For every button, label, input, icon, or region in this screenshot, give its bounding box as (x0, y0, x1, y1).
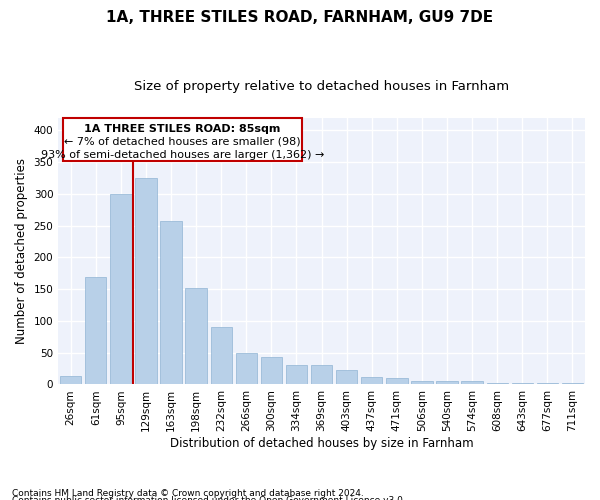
Bar (361, 378, 382, 384)
Bar (336, 370, 358, 384)
Bar (386, 378, 407, 384)
Bar (461, 382, 483, 384)
Bar (236, 352, 257, 384)
Bar (286, 366, 307, 384)
Bar (85, 276, 106, 384)
Bar (185, 288, 207, 384)
Bar (160, 220, 182, 384)
Text: 93% of semi-detached houses are larger (1,362) →: 93% of semi-detached houses are larger (… (41, 150, 324, 160)
Bar (211, 326, 232, 384)
Text: 1A, THREE STILES ROAD, FARNHAM, GU9 7DE: 1A, THREE STILES ROAD, FARNHAM, GU9 7DE (106, 10, 494, 25)
Bar (537, 383, 558, 384)
Y-axis label: Number of detached properties: Number of detached properties (15, 158, 28, 344)
Bar (512, 383, 533, 384)
Title: Size of property relative to detached houses in Farnham: Size of property relative to detached ho… (134, 80, 509, 93)
Bar (487, 383, 508, 384)
FancyBboxPatch shape (63, 118, 302, 161)
X-axis label: Distribution of detached houses by size in Farnham: Distribution of detached houses by size … (170, 437, 473, 450)
Bar (261, 357, 282, 384)
Bar (60, 376, 82, 384)
Bar (136, 178, 157, 384)
Bar (411, 382, 433, 384)
Bar (436, 382, 458, 384)
Text: Contains HM Land Registry data © Crown copyright and database right 2024.: Contains HM Land Registry data © Crown c… (12, 488, 364, 498)
Text: ← 7% of detached houses are smaller (98): ← 7% of detached houses are smaller (98) (64, 137, 301, 147)
Text: 1A THREE STILES ROAD: 85sqm: 1A THREE STILES ROAD: 85sqm (84, 124, 281, 134)
Text: Contains public sector information licensed under the Open Government Licence v3: Contains public sector information licen… (12, 496, 406, 500)
Bar (562, 382, 583, 384)
Bar (311, 366, 332, 384)
Bar (110, 194, 131, 384)
